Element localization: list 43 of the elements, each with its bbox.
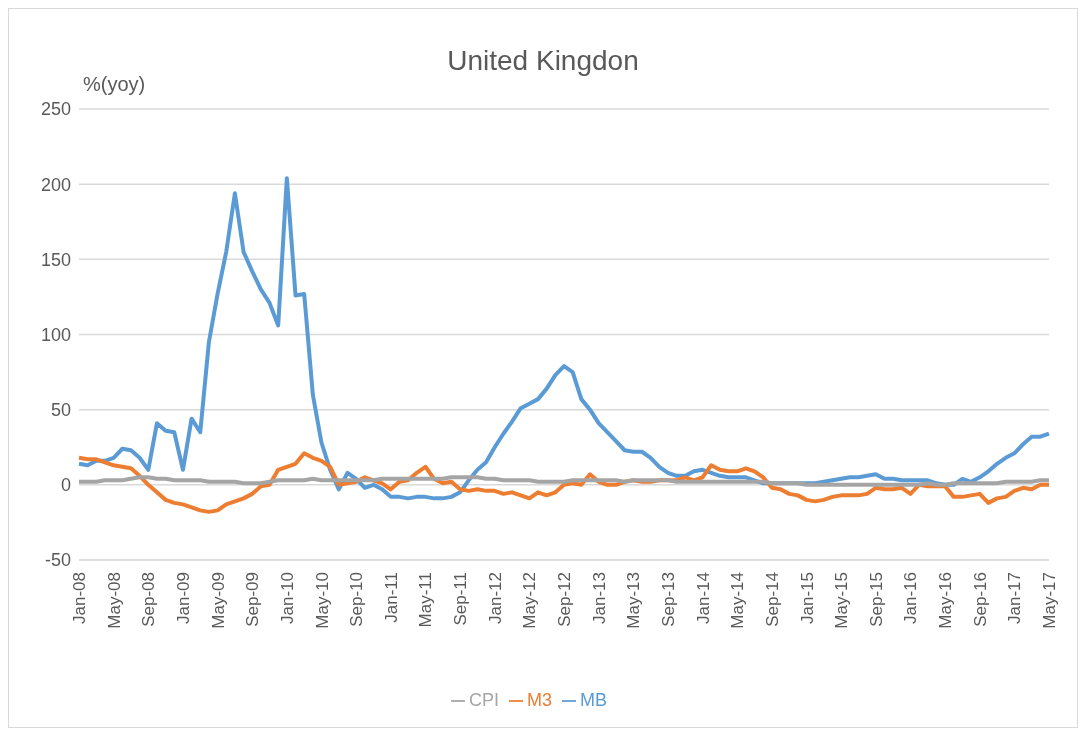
legend-label: M3: [527, 690, 553, 710]
line-series: [77, 475, 1051, 487]
y-tick-label: 200: [40, 174, 71, 195]
x-tick-label: Jan-17: [1005, 572, 1025, 624]
y-tick-label: 100: [40, 324, 71, 345]
y-tick-label: 250: [40, 99, 71, 120]
x-tick-label: May-09: [208, 572, 228, 629]
x-tick-label: Jan-10: [277, 572, 297, 624]
x-tick-label: Jan-15: [797, 572, 817, 624]
x-tick-label: May-12: [520, 572, 540, 629]
x-tick-label: Jan-09: [174, 572, 193, 624]
x-tick-label: Sep-10: [347, 572, 367, 627]
y-tick-label: -50: [44, 550, 71, 571]
x-tick-label: May-15: [832, 572, 852, 629]
x-tick-label: Jan-12: [485, 572, 505, 624]
y-tick-label: 50: [50, 400, 71, 421]
x-tick-label: May-16: [936, 572, 956, 629]
x-tick-label: Sep-09: [243, 572, 263, 627]
x-tick-label: May-14: [728, 572, 748, 629]
x-tick-label: Sep-13: [659, 572, 678, 627]
x-tick-label: May-17: [1040, 572, 1060, 629]
x-tick-label: Jan-14: [693, 572, 713, 624]
legend-label: MB: [580, 690, 608, 710]
x-tick-label: Sep-08: [139, 572, 159, 627]
x-tick-label: Sep-12: [555, 572, 575, 627]
x-tick-label: May-10: [312, 572, 332, 629]
legend-label: CPI: [468, 690, 499, 710]
y-axis-title: %(yoy): [83, 73, 146, 96]
line-series: [77, 176, 1051, 501]
x-tick-label: May-11: [416, 572, 436, 628]
x-tick-label: Sep-11: [451, 572, 471, 626]
x-tick-label: Jan-11: [381, 572, 401, 623]
x-tick-label: Sep-14: [762, 572, 782, 627]
x-tick-label: Sep-15: [866, 572, 886, 627]
x-tick-label: Jan-16: [901, 572, 921, 624]
x-tick-label: Sep-16: [970, 572, 990, 627]
x-tick-label: Jan-08: [70, 572, 90, 624]
chart-title: United Kingdon: [447, 45, 639, 76]
y-tick-label: 0: [60, 475, 71, 496]
y-tick-label: 150: [40, 249, 71, 270]
x-tick-label: Jan-13: [589, 572, 609, 624]
x-tick-label: May-08: [104, 572, 124, 629]
x-tick-label: May-13: [624, 572, 644, 629]
